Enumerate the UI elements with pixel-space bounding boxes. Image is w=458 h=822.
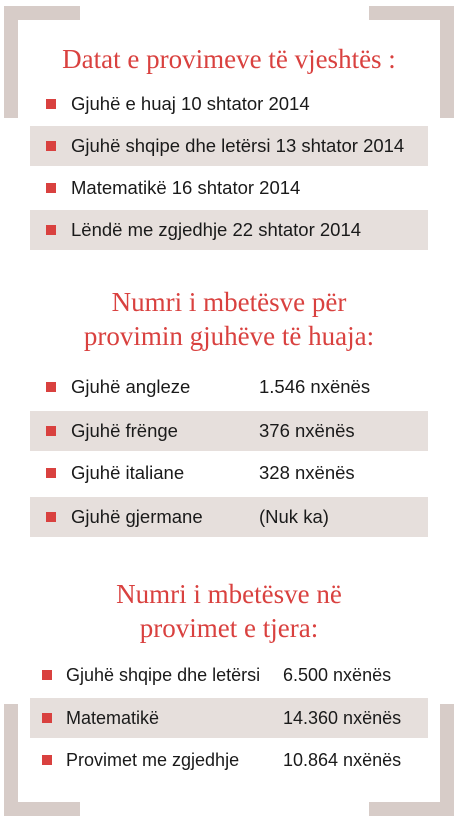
frame-corner-bottom-left: [4, 802, 80, 816]
row-value: 10.864 nxënës: [283, 749, 402, 770]
row-label: Gjuhë italiane: [71, 462, 185, 483]
section-title-foreign-languages: Numri i mbetësve për provimin gjuhëve të…: [0, 285, 458, 353]
table-row: Gjuhë angleze 1.546 nxënës: [30, 367, 428, 407]
table-row: Gjuhë shqipe dhe letërsi 6.500 nxënës: [30, 655, 428, 695]
red-square-bullet-icon: [46, 382, 56, 392]
frame-corner-bottom-right: [440, 704, 454, 816]
frame-corner-top-right: [440, 6, 454, 118]
row-value: 14.360 nxënës: [283, 707, 402, 728]
section-title-other-exams: Numri i mbetësve në provimet e tjera:: [0, 577, 458, 645]
red-square-bullet-icon: [46, 225, 56, 235]
frame-corner-top-left: [4, 6, 80, 20]
section-title-line: Numri i mbetësve për: [111, 287, 347, 317]
table-row: Matematikë 14.360 nxënës: [30, 698, 428, 738]
table-row: Provimet me zgjedhje 10.864 nxënës: [30, 740, 428, 780]
table-row: Gjuhë frënge 376 nxënës: [30, 411, 428, 451]
row-value: (Nuk ka): [259, 506, 329, 527]
frame-corner-bottom-left: [4, 704, 18, 816]
row-label: Gjuhë shqipe dhe letërsi: [66, 664, 261, 685]
red-square-bullet-icon: [46, 183, 56, 193]
list-item: Lëndë me zgjedhje 22 shtator 2014: [30, 210, 428, 250]
red-square-bullet-icon: [42, 755, 52, 765]
row-label: Provimet me zgjedhje: [66, 749, 240, 770]
red-square-bullet-icon: [46, 141, 56, 151]
list-item-text: Matematikë 16 shtator 2014: [71, 177, 301, 198]
red-square-bullet-icon: [42, 713, 52, 723]
row-label: Gjuhë angleze: [71, 376, 191, 397]
row-label: Matematikë: [66, 707, 160, 728]
red-square-bullet-icon: [46, 426, 56, 436]
row-value: 1.546 nxënës: [259, 376, 371, 397]
section-title-line: Numri i mbetësve në: [116, 579, 342, 609]
row-value: 6.500 nxënës: [283, 664, 392, 685]
row-label: Gjuhë frënge: [71, 420, 178, 441]
red-square-bullet-icon: [46, 468, 56, 478]
row-label: Gjuhë gjermane: [71, 506, 203, 527]
frame-corner-bottom-right: [369, 802, 454, 816]
list-item: Gjuhë e huaj 10 shtator 2014: [30, 84, 428, 124]
list-item-text: Lëndë me zgjedhje 22 shtator 2014: [71, 219, 362, 240]
frame-corner-top-left: [4, 6, 18, 118]
section-title-line: provimet e tjera:: [139, 613, 319, 643]
list-item-text: Gjuhë e huaj 10 shtator 2014: [71, 93, 310, 114]
table-row: Gjuhë italiane 328 nxënës: [30, 453, 428, 493]
red-square-bullet-icon: [46, 512, 56, 522]
red-square-bullet-icon: [42, 670, 52, 680]
red-square-bullet-icon: [46, 99, 56, 109]
section-title-line: provimin gjuhëve të huaja:: [83, 321, 375, 351]
row-value: 376 nxënës: [259, 420, 355, 441]
section-title-exam-dates: Datat e provimeve të vjeshtës :: [62, 44, 396, 74]
list-item-text: Gjuhë shqipe dhe letërsi 13 shtator 2014: [71, 135, 405, 156]
list-item: Gjuhë shqipe dhe letërsi 13 shtator 2014: [30, 126, 428, 166]
table-row: Gjuhë gjermane (Nuk ka): [30, 497, 428, 537]
row-value: 328 nxënës: [259, 462, 355, 483]
list-item: Matematikë 16 shtator 2014: [30, 168, 428, 208]
frame-corner-top-right: [369, 6, 454, 20]
